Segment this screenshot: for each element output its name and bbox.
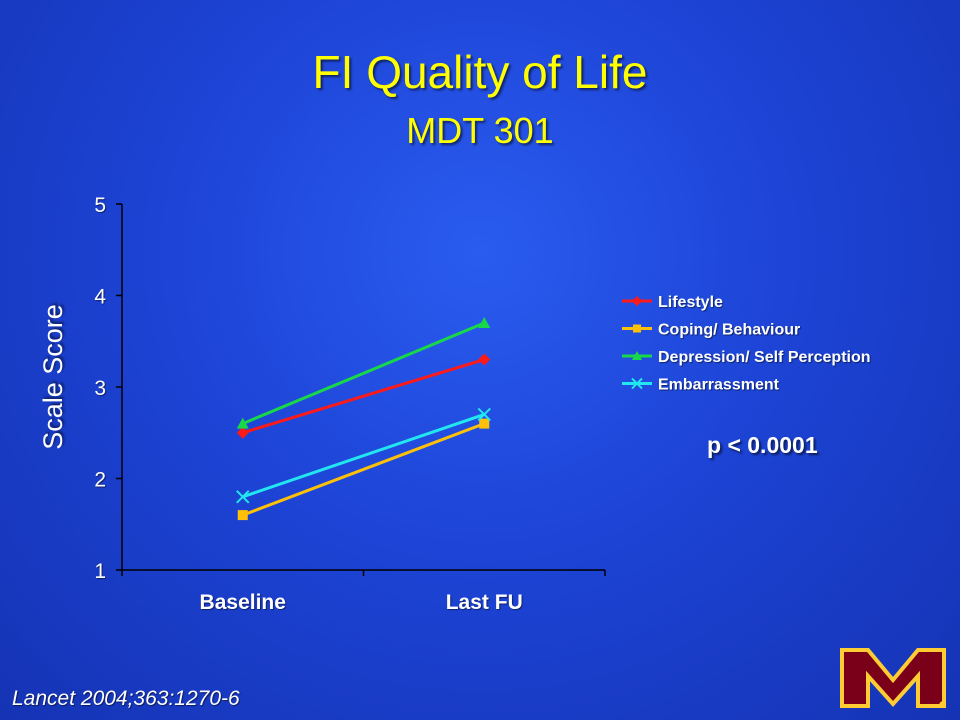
series-line — [242, 321, 485, 425]
y-tick-label: 2 — [94, 469, 106, 492]
data-point — [236, 426, 249, 439]
slide-subtitle: MDT 301 — [406, 110, 554, 151]
legend-marker — [632, 351, 642, 360]
p-value-label: p < 0.0001 — [707, 432, 818, 458]
data-point — [237, 510, 248, 521]
legend-marker — [632, 296, 642, 306]
data-point — [477, 407, 491, 422]
legend-label: Coping/ Behaviour — [658, 322, 800, 339]
y-tick-label: 1 — [94, 560, 106, 583]
x-tick-label: Last FU — [446, 591, 523, 614]
data-point — [478, 316, 491, 328]
y-tick-label: 4 — [94, 286, 106, 309]
y-tick-label: 5 — [94, 194, 106, 217]
data-point — [236, 490, 250, 504]
series-line — [242, 413, 485, 499]
data-point — [478, 353, 491, 366]
data-point — [236, 417, 249, 429]
legend-label: Lifestyle — [658, 294, 723, 311]
data-point — [479, 418, 490, 429]
x-tick-label: Baseline — [200, 591, 286, 614]
slide-title: FI Quality of Life — [312, 46, 648, 98]
series-line — [242, 422, 485, 517]
y-axis-label: Scale Score — [38, 304, 68, 450]
legend-label: Embarrassment — [658, 377, 780, 394]
legend-label: Depression/ Self Perception — [658, 349, 871, 366]
legend-marker — [633, 324, 641, 333]
y-tick-label: 3 — [94, 377, 106, 400]
university-m-logo — [840, 648, 946, 708]
legend-marker — [631, 377, 643, 390]
series-line — [242, 358, 485, 435]
citation: Lancet 2004;363:1270-6 — [12, 687, 240, 710]
